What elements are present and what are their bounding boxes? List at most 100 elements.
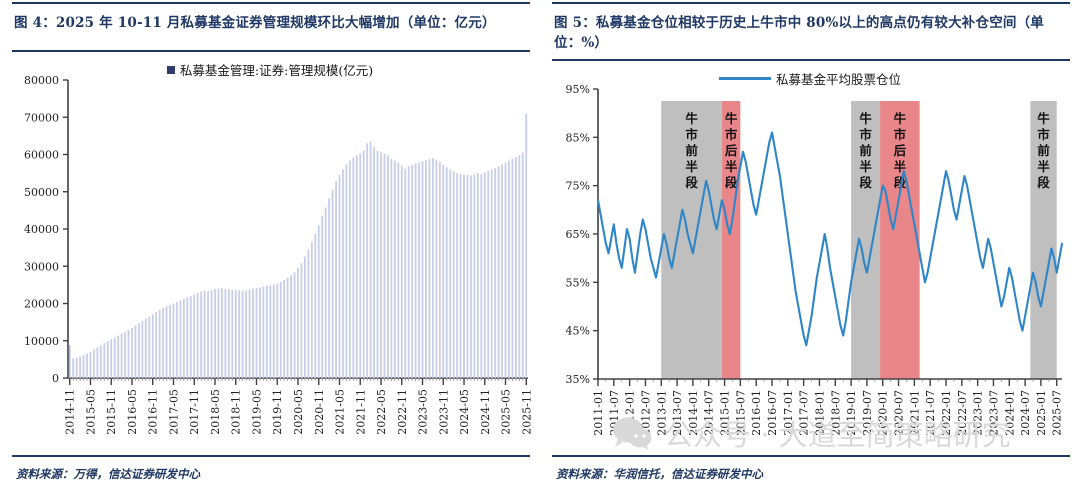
svg-text:2023-11: 2023-11 [437, 389, 450, 435]
panel-divider [540, 0, 541, 482]
svg-text:55%: 55% [566, 276, 590, 289]
svg-text:后: 后 [894, 143, 907, 158]
svg-text:2012-01: 2012-01 [624, 390, 637, 436]
svg-text:2021-07: 2021-07 [924, 390, 937, 436]
bottom-rule-left [12, 455, 530, 457]
title-underline-left [12, 50, 530, 52]
figure-5-footer: 资料来源：华润信托，信达证券研发中心 [540, 455, 1080, 482]
svg-text:2018-11: 2018-11 [230, 389, 243, 435]
figure-4-footer: 资料来源：万得，信达证券研发中心 [0, 455, 540, 482]
svg-text:20000: 20000 [24, 298, 59, 311]
svg-text:2016-11: 2016-11 [147, 389, 160, 435]
svg-text:2018-07: 2018-07 [829, 390, 842, 436]
svg-text:2013-07: 2013-07 [671, 390, 684, 436]
svg-text:段: 段 [685, 175, 698, 190]
top-rule-left [12, 2, 530, 4]
svg-text:2024-11: 2024-11 [479, 389, 492, 435]
svg-text:2011-01: 2011-01 [592, 390, 605, 436]
svg-text:2020-01: 2020-01 [877, 390, 890, 436]
svg-text:市: 市 [725, 127, 738, 142]
svg-text:2017-07: 2017-07 [798, 390, 811, 436]
svg-text:牛: 牛 [859, 111, 872, 126]
svg-text:2024-05: 2024-05 [458, 389, 471, 435]
svg-text:2014-07: 2014-07 [703, 390, 716, 436]
title-underline-right [552, 59, 1070, 61]
svg-text:2019-01: 2019-01 [845, 390, 858, 436]
svg-text:2015-11: 2015-11 [105, 389, 118, 435]
svg-text:2017-01: 2017-01 [782, 390, 795, 436]
bar-chart-svg: 0 10000 20000 30000 40000 50000 60000 70000 8000… [24, 74, 533, 435]
svg-text:前: 前 [1037, 143, 1050, 158]
line-chart-svg: 牛市前半段牛市后半段牛市前半段牛市后半段牛市前半段35%45%55%65%75%… [566, 83, 1064, 436]
figure-5-source: 资料来源：华润信托，信达证券研发中心 [556, 467, 763, 481]
figure-4-source: 资料来源：万得，信达证券研发中心 [16, 467, 200, 481]
svg-text:2016-01: 2016-01 [750, 390, 763, 436]
svg-text:牛: 牛 [1037, 111, 1050, 126]
svg-text:2017-11: 2017-11 [188, 389, 201, 435]
svg-text:60000: 60000 [24, 149, 59, 162]
svg-text:2021-05: 2021-05 [334, 389, 347, 435]
svg-text:2012-07: 2012-07 [640, 390, 653, 436]
svg-text:市: 市 [1037, 127, 1050, 142]
svg-text:45%: 45% [566, 325, 590, 338]
svg-text:30000: 30000 [24, 260, 59, 273]
svg-text:70000: 70000 [24, 111, 59, 124]
svg-text:2014-11: 2014-11 [64, 389, 77, 435]
figure-4-legend: 私募基金管理:证券:管理规模(亿元) [0, 60, 540, 79]
figure-5-chart-area: 私募基金平均股票仓位 牛市前半段牛市后半段牛市前半段牛市后半段牛市前半段 35% 4… [540, 61, 1080, 447]
figure-5-title-box: 图 5：私募基金仓位相较于历史上牛市中 80%以上的高点仍有较大补仓空间（单位：… [540, 4, 1080, 57]
svg-text:2023-01: 2023-01 [972, 390, 985, 436]
svg-text:2024-01: 2024-01 [1003, 390, 1016, 436]
svg-text:2015-07: 2015-07 [734, 390, 747, 436]
svg-text:2025-01: 2025-01 [1035, 390, 1048, 436]
svg-text:2020-05: 2020-05 [292, 389, 305, 435]
svg-text:75%: 75% [566, 180, 590, 193]
svg-text:2017-05: 2017-05 [168, 389, 181, 435]
svg-text:前: 前 [859, 143, 872, 158]
figure-4-title-box: 图 4：2025 年 10-11 月私募基金证券管理规模环比大幅增加（单位：亿元… [0, 4, 540, 48]
svg-text:2023-05: 2023-05 [417, 389, 430, 435]
svg-text:10000: 10000 [24, 335, 59, 348]
svg-text:段: 段 [859, 175, 872, 190]
figure-5-panel: 图 5：私募基金仓位相较于历史上牛市中 80%以上的高点仍有较大补仓空间（单位：… [540, 0, 1080, 482]
svg-text:前: 前 [685, 143, 698, 158]
svg-text:2021-01: 2021-01 [908, 390, 921, 436]
svg-text:2020-07: 2020-07 [893, 390, 906, 436]
svg-text:牛: 牛 [894, 111, 907, 126]
svg-text:40000: 40000 [24, 223, 59, 236]
figure-4-title: 图 4：2025 年 10-11 月私募基金证券管理规模环比大幅增加（单位：亿元… [14, 15, 496, 31]
svg-text:2019-05: 2019-05 [251, 389, 264, 435]
svg-text:2022-05: 2022-05 [375, 389, 388, 435]
svg-text:2025-07: 2025-07 [1051, 390, 1064, 436]
svg-text:95%: 95% [566, 83, 590, 96]
svg-text:牛: 牛 [725, 111, 738, 126]
svg-text:半: 半 [1037, 159, 1050, 174]
svg-text:2016-05: 2016-05 [126, 389, 139, 435]
svg-text:后: 后 [725, 143, 738, 158]
svg-text:半: 半 [685, 159, 698, 174]
svg-text:2019-11: 2019-11 [271, 389, 284, 435]
svg-text:2018-05: 2018-05 [209, 389, 222, 435]
figure-4-panel: 图 4：2025 年 10-11 月私募基金证券管理规模环比大幅增加（单位：亿元… [0, 2, 540, 482]
figure-5-legend-label: 私募基金平均股票仓位 [775, 72, 901, 87]
line-marker-icon [718, 76, 771, 81]
svg-text:2020-11: 2020-11 [313, 389, 326, 435]
svg-text:85%: 85% [566, 131, 590, 144]
top-rule-right [552, 2, 1070, 4]
svg-text:市: 市 [685, 127, 698, 142]
svg-text:2022-11: 2022-11 [396, 389, 409, 435]
svg-text:牛: 牛 [685, 111, 698, 126]
svg-text:2018-01: 2018-01 [814, 390, 827, 436]
svg-text:2015-05: 2015-05 [85, 389, 98, 435]
svg-text:2019-07: 2019-07 [861, 390, 874, 436]
svg-text:2024-07: 2024-07 [1019, 390, 1032, 436]
svg-text:半: 半 [859, 159, 872, 174]
figure-5-title: 图 5：私募基金仓位相较于历史上牛市中 80%以上的高点仍有较大补仓空间（单位：… [554, 15, 1045, 51]
svg-text:市: 市 [894, 127, 907, 142]
square-marker-icon [166, 65, 175, 74]
svg-text:2011-07: 2011-07 [608, 390, 621, 436]
svg-text:2014-01: 2014-01 [687, 390, 700, 436]
figure-4-chart-area: 私募基金管理:证券:管理规模(亿元) 0 10000 20000 30000 40000… [0, 52, 540, 438]
svg-text:段: 段 [725, 175, 738, 190]
